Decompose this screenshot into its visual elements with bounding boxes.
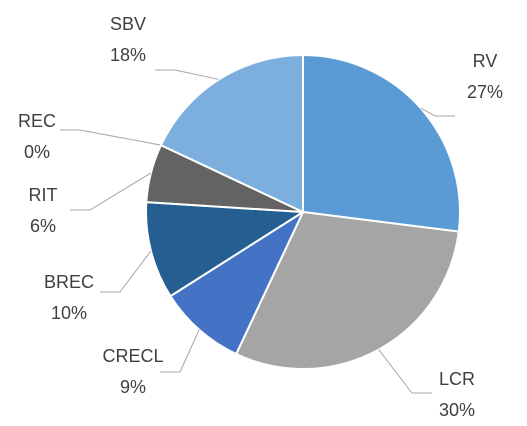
slice-label: CRECL: [102, 346, 163, 366]
leader-line: [378, 349, 432, 394]
slice-value-label: 6%: [30, 216, 56, 236]
slice-label: SBV: [110, 14, 146, 34]
leader-line: [70, 172, 152, 211]
slice-label: BREC: [44, 272, 94, 292]
leader-line: [420, 107, 455, 117]
slice-value-label: 30%: [439, 400, 475, 420]
leader-line: [100, 250, 152, 293]
pie-slice: [302, 54, 461, 233]
slice-value-label: 18%: [110, 45, 146, 65]
pie-slice: [235, 211, 460, 370]
pie-slice: [145, 201, 304, 298]
slice-value-label: 27%: [467, 82, 503, 102]
slice-label: RIT: [29, 185, 58, 205]
slice-label: RV: [473, 51, 498, 71]
leader-line: [60, 129, 162, 146]
slice-label: LCR: [439, 369, 475, 389]
slice-label: REC: [18, 111, 56, 131]
slice-value-label: 10%: [51, 303, 87, 323]
slice-value-label: 0%: [24, 142, 50, 162]
slice-value-label: 9%: [120, 377, 146, 397]
leader-line: [155, 69, 219, 80]
leader-line: [160, 329, 200, 373]
pie-slice: [169, 211, 304, 356]
